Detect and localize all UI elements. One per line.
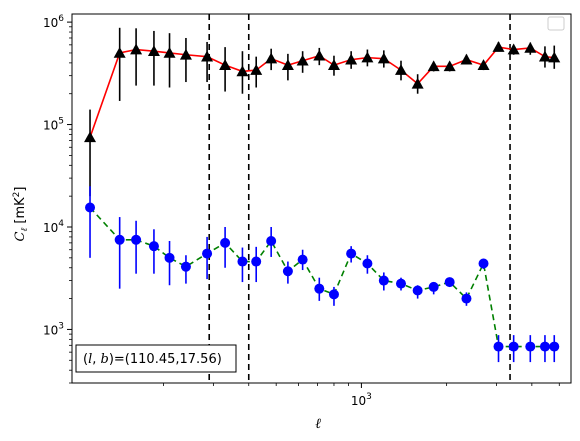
annotation-box [75, 344, 237, 373]
data-point-circle [164, 252, 175, 263]
y-tick-label: 104 [43, 219, 64, 235]
data-point-triangle [179, 48, 192, 60]
data-point-circle [314, 283, 325, 294]
data-point-circle [237, 256, 248, 267]
data-point-triangle [538, 50, 551, 62]
data-point-triangle [477, 59, 490, 70]
data-point-circle [508, 341, 519, 352]
data-point-circle [131, 234, 142, 245]
data-point-triangle [163, 46, 176, 58]
data-point-triangle [281, 59, 294, 70]
data-point-circle [362, 258, 373, 269]
data-point-triangle [219, 59, 232, 70]
data-point-circle [202, 248, 213, 259]
data-point-circle [85, 202, 96, 213]
data-point-circle [328, 289, 339, 300]
ticks-layer: 103 104 105 106 103 [43, 14, 560, 408]
data-point-circle [346, 248, 357, 259]
data-point-circle [444, 277, 455, 288]
svg-text:Cℓ [mK2]: Cℓ [mK2] [12, 187, 30, 242]
data-point-triangle [327, 59, 340, 70]
y-axis-label: Cℓ [mK2] [12, 187, 30, 242]
data-point-triangle [427, 60, 440, 72]
data-point-circle [428, 281, 439, 292]
data-point-circle [525, 341, 536, 352]
data-point-circle [180, 261, 191, 272]
data-point-triangle [361, 51, 374, 63]
data-point-circle [461, 293, 472, 304]
data-point-triangle [460, 53, 473, 65]
data-point-triangle [443, 60, 456, 72]
data-point-triangle [377, 52, 390, 64]
data-point-triangle [345, 53, 358, 65]
data-point-triangle [265, 52, 278, 64]
data-point-triangle [524, 41, 537, 53]
data-point-circle [549, 341, 560, 352]
data-point-triangle [236, 65, 249, 77]
data-point-triangle [84, 131, 97, 143]
data-point-triangle [130, 43, 143, 55]
data-point-triangle [296, 54, 309, 66]
data-point-triangle [395, 64, 408, 75]
x-tick-label: 103 [351, 392, 372, 408]
data-point-triangle [113, 46, 126, 58]
data-point-circle [539, 341, 550, 352]
data-point-circle [220, 237, 231, 248]
data-point-circle [396, 278, 407, 289]
annotation-text: (l, b)=(110.45,17.56) [83, 352, 222, 367]
data-point-circle [148, 241, 159, 252]
x-axis-label: ℓ [315, 416, 321, 432]
data-point-circle [297, 254, 308, 265]
vertical-lines-layer [208, 14, 511, 383]
data-point-triangle [313, 49, 326, 61]
data-point-triangle [201, 50, 214, 62]
data-point-circle [478, 258, 489, 269]
data-point-triangle [507, 43, 520, 55]
axes-frame [71, 13, 572, 384]
data-point-circle [251, 256, 262, 267]
y-tick-label: 106 [43, 14, 64, 30]
data-point-circle [412, 285, 423, 296]
data-point-circle [266, 235, 277, 246]
data-point-circle [114, 234, 125, 245]
data-point-triangle [411, 77, 424, 89]
y-tick-label: 105 [43, 117, 64, 133]
series-layer [84, 27, 561, 363]
data-point-circle [378, 275, 389, 286]
y-tick-label: 103 [43, 321, 64, 337]
data-point-triangle [147, 45, 160, 57]
data-point-triangle [250, 64, 263, 75]
data-point-triangle [492, 41, 505, 52]
legend-box [547, 16, 565, 31]
data-point-triangle [548, 51, 561, 63]
data-point-circle [282, 266, 293, 277]
data-point-circle [493, 341, 504, 352]
